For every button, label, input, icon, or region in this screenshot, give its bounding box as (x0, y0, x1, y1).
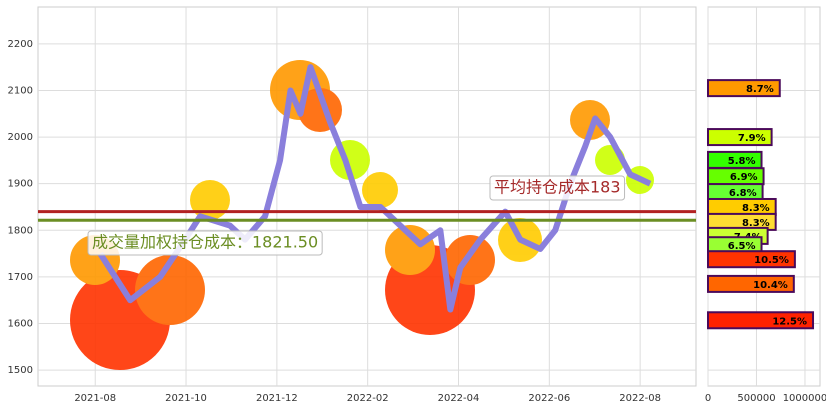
share-label: 8.7% (746, 84, 774, 95)
x-tick-label: 1000000 (783, 393, 826, 404)
annotation-box (87, 230, 323, 256)
volume-bar (707, 128, 773, 147)
volume-bar (707, 274, 795, 293)
x-tick-label: 0 (705, 393, 711, 404)
y-tick-label: 1600 (8, 319, 33, 330)
share-label: 8.3% (742, 218, 770, 229)
x-tick-label: 2021-08 (74, 393, 116, 404)
y-tick-label: 1900 (8, 179, 33, 190)
annotation-text: 平均持仓成本183 (494, 178, 621, 197)
share-label: 10.4% (753, 280, 788, 291)
share-label: 6.9% (730, 172, 758, 183)
x-tick-label: 2022-08 (619, 393, 661, 404)
annotation: 平均持仓成本183 (489, 175, 626, 201)
x-tick-label: 500000 (737, 393, 775, 404)
annotation-text: 成交量加权持仓成本：1821.50 (92, 233, 318, 252)
x-tick-label: 2022-06 (528, 393, 570, 404)
bubbles (70, 60, 654, 370)
annotation-box (489, 175, 626, 201)
x-tick-label: 2021-12 (256, 393, 298, 404)
share-label: 8.3% (742, 203, 770, 214)
share-label: 5.8% (728, 156, 756, 167)
share-label: 6.8% (729, 188, 757, 199)
annotation: 成交量加权持仓成本：1821.50 (87, 230, 323, 256)
y-tick-label: 1700 (8, 272, 33, 283)
share-label: 6.5% (728, 241, 756, 252)
volume-bar (707, 250, 796, 269)
volume-bar (707, 79, 781, 98)
y-tick-label: 1800 (8, 225, 33, 236)
share-label: 10.5% (754, 255, 789, 266)
x-tick-label: 2022-02 (347, 393, 389, 404)
share-label: 12.5% (772, 316, 807, 327)
volume-bar (707, 311, 815, 330)
x-tick-label: 2021-10 (165, 393, 207, 404)
y-tick-label: 2200 (8, 39, 33, 50)
x-tick-label: 2022-04 (438, 393, 480, 404)
y-tick-label: 1500 (8, 365, 33, 376)
share-label: 7.9% (738, 133, 766, 144)
y-tick-label: 2000 (8, 132, 33, 143)
y-tick-label: 2100 (8, 85, 33, 96)
